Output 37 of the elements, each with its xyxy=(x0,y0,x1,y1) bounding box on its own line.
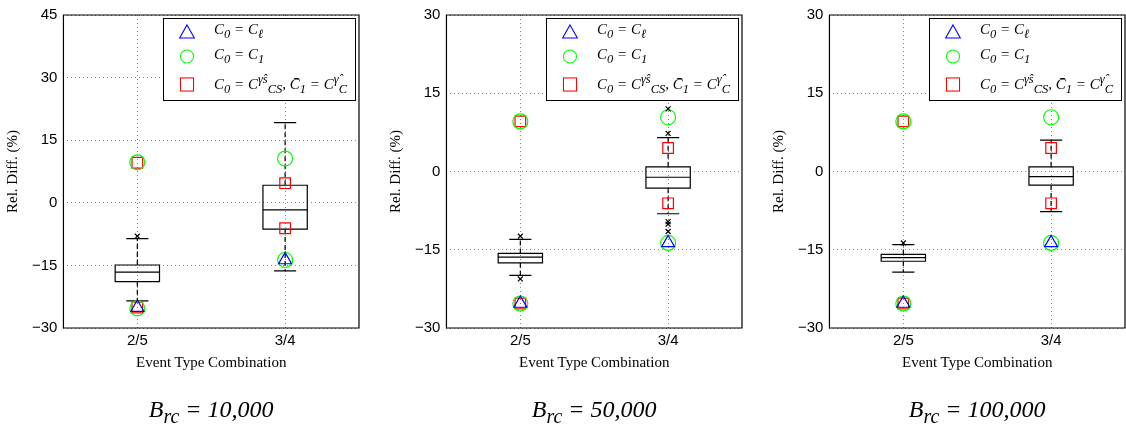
x-tick-label: 3/4 xyxy=(274,331,296,349)
legend-label: C$_{0}$ = C$_{ℓ}$ xyxy=(214,20,264,43)
y-tick-label: 45 xyxy=(40,5,58,23)
y-tick-label: 15 xyxy=(40,130,58,148)
legend-label: C$_{0}$ = C$_{ℓ}$ xyxy=(980,20,1030,43)
y-tick-label: −15 xyxy=(797,239,824,257)
y-tick-label: −30 xyxy=(31,318,58,336)
y-tick-label: 30 xyxy=(423,5,441,23)
legend-label: C$_{0}$ = C$_{1}$ xyxy=(214,45,265,68)
y-tick-label: 30 xyxy=(40,67,58,85)
y-axis-title: Rel. Diff. (%) xyxy=(386,129,404,214)
y-tick-label: 15 xyxy=(423,83,441,101)
y-tick-label: −15 xyxy=(31,255,58,273)
y-tick-label: 0 xyxy=(49,192,58,210)
y-tick-label: 15 xyxy=(806,83,824,101)
x-tick-label: 2/5 xyxy=(892,331,914,349)
x-axis-title: Event Type Combination xyxy=(519,353,670,370)
text: B$_{rc}$ = 10,000 xyxy=(148,396,274,428)
x-axis-title: Event Type Combination xyxy=(902,353,1053,370)
y-tick-label: −30 xyxy=(414,318,441,336)
y-axis-title: Rel. Diff. (%) xyxy=(3,129,21,214)
y-axis-title: Rel. Diff. (%) xyxy=(769,129,787,214)
x-tick-label: 2/5 xyxy=(509,331,531,349)
y-tick-label: 30 xyxy=(806,5,824,23)
x-axis-title: Event Type Combination xyxy=(136,353,287,370)
legend-label: C$_{0}$ = C$_{1}$ xyxy=(597,45,648,68)
text: B$_{rc}$ = 100,000 xyxy=(908,396,1046,428)
y-tick-label: −15 xyxy=(414,239,441,257)
text: B$_{rc}$ = 50,000 xyxy=(531,396,657,428)
x-tick-label: 2/5 xyxy=(126,331,148,349)
y-tick-label: 0 xyxy=(432,161,441,179)
legend-label: C$_{0}$ = C$_{1}$ xyxy=(980,45,1031,68)
y-tick-label: −30 xyxy=(797,318,824,336)
x-tick-label: 3/4 xyxy=(657,331,679,349)
legend-label: C$_{0}$ = C$_{ℓ}$ xyxy=(597,20,647,43)
y-tick-label: 0 xyxy=(815,161,824,179)
x-tick-label: 3/4 xyxy=(1040,331,1062,349)
